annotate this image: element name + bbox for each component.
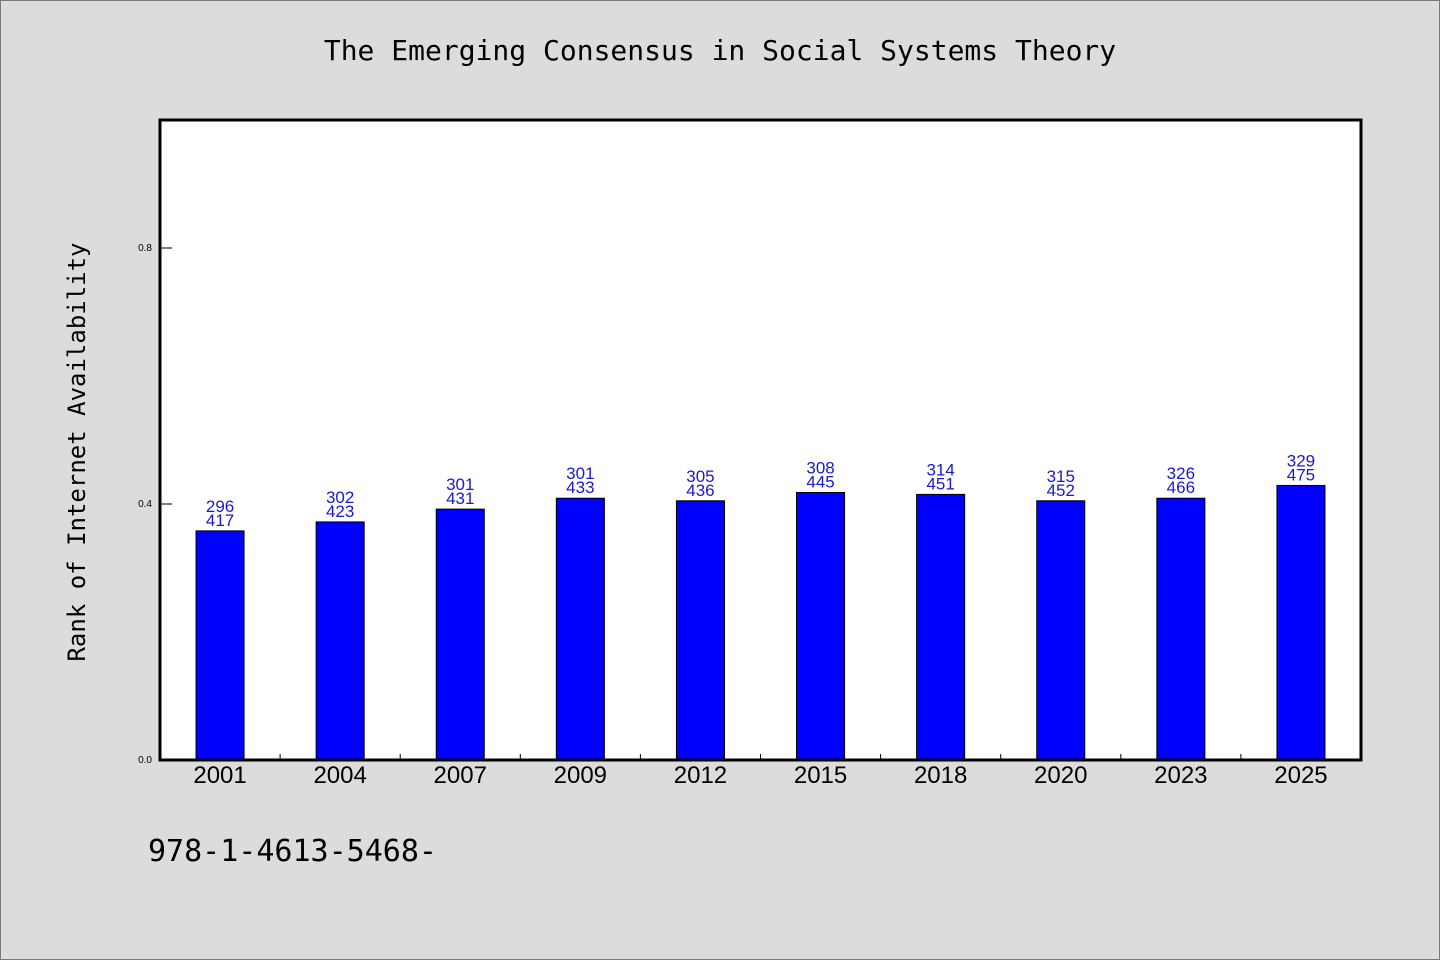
bar-2023 [1156, 497, 1206, 761]
isbn-code: 978-1-4613-5468- [148, 834, 437, 869]
bar-2004 [315, 521, 365, 761]
bar-2015 [796, 491, 846, 761]
plot-border [158, 118, 1363, 762]
data-label-top-2018: 314 [926, 460, 954, 479]
data-label-bottom-2025: 475 [1287, 465, 1315, 484]
data-label-top-2020: 315 [1047, 467, 1075, 486]
data-label-top-2004: 302 [326, 488, 354, 507]
data-label-top-2025: 329 [1287, 451, 1315, 470]
data-label-bottom-2009: 433 [566, 478, 594, 497]
x-tick-label-2007: 2007 [434, 762, 487, 789]
bar-2020 [1036, 500, 1086, 761]
x-tick-label-2018: 2018 [914, 762, 967, 789]
bar-2025 [1276, 484, 1326, 761]
data-label-bottom-2004: 423 [326, 502, 354, 521]
data-label-bottom-2012: 436 [686, 481, 714, 500]
data-label-bottom-2020: 452 [1047, 481, 1075, 500]
x-tick-label-2023: 2023 [1154, 762, 1207, 789]
x-tick-label-2001: 2001 [193, 762, 246, 789]
data-label-top-2015: 308 [806, 458, 834, 477]
data-label-top-2001: 296 [206, 497, 234, 516]
data-label-top-2023: 326 [1167, 464, 1195, 483]
y-tick-label-0: 0.0 [138, 755, 152, 766]
bar-2009 [555, 497, 605, 761]
data-label-bottom-2015: 445 [806, 472, 834, 491]
x-tick-label-2015: 2015 [794, 762, 847, 789]
data-label-bottom-2007: 431 [446, 489, 474, 508]
y-tick-label-2: 0.8 [138, 243, 152, 254]
data-label-top-2009: 301 [566, 464, 594, 483]
bar-2018 [916, 493, 966, 761]
x-tick-label-2025: 2025 [1274, 762, 1327, 789]
bar-2012 [675, 500, 725, 761]
chart-title: The Emerging Consensus in Social Systems… [323, 34, 1117, 67]
x-tick-label-2020: 2020 [1034, 762, 1087, 789]
data-label-bottom-2001: 417 [206, 511, 234, 530]
y-tick-label-1: 0.4 [138, 499, 152, 510]
data-label-top-2012: 305 [686, 467, 714, 486]
bar-2001 [195, 530, 245, 761]
data-label-bottom-2018: 451 [926, 474, 954, 493]
data-label-top-2007: 301 [446, 475, 474, 494]
x-tick-label-2012: 2012 [674, 762, 727, 789]
x-tick-label-2009: 2009 [554, 762, 607, 789]
x-tick-label-2004: 2004 [313, 762, 366, 789]
bar-2007 [435, 508, 485, 761]
data-label-bottom-2023: 466 [1167, 478, 1195, 497]
